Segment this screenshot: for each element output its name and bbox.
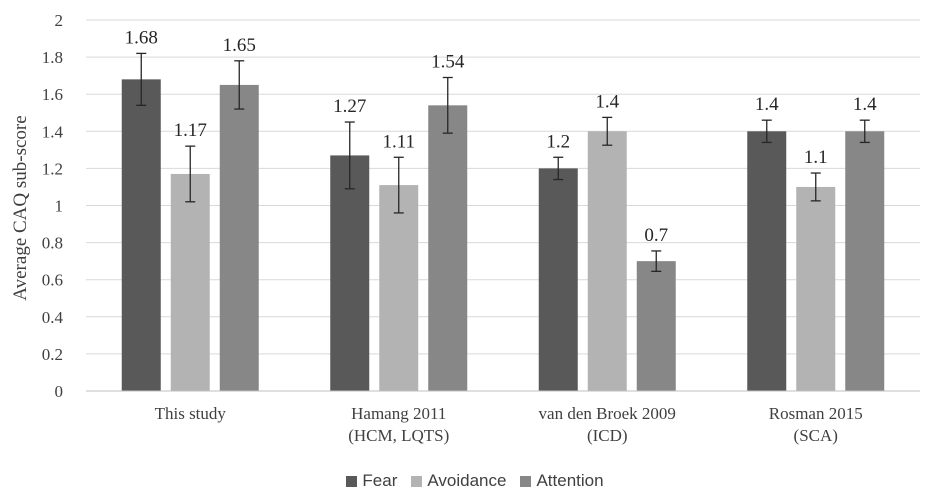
- y-tick-label: 1.2: [42, 159, 63, 178]
- data-label: 1.27: [333, 96, 366, 117]
- x-tick-label: Rosman 2015: [769, 404, 863, 423]
- legend-item-attention: Attention: [520, 471, 604, 491]
- x-tick-label: van den Broek 2009: [539, 404, 676, 423]
- data-label: 1.4: [595, 91, 619, 112]
- chart-canvas: 0 0.2 0.4 0.6 0.8 1 1.2 1.4 1.6 1.8 2 1.68 1.17 1.65…: [10, 11, 920, 445]
- bar-fear: [538, 168, 578, 391]
- legend-swatch-fear: [346, 475, 358, 487]
- bar-attention: [845, 131, 885, 392]
- bar-attention: [636, 261, 676, 391]
- legend-item-fear: Fear: [346, 471, 397, 491]
- bar-attention: [428, 105, 468, 391]
- data-label: 1.4: [755, 94, 779, 115]
- bar-avoidance: [587, 131, 627, 392]
- data-label: 1.68: [125, 27, 158, 48]
- x-tick-label: Hamang 2011: [351, 404, 446, 423]
- bar-fear: [330, 155, 370, 391]
- data-label: 1.54: [431, 52, 465, 73]
- data-label: 1.17: [174, 120, 207, 141]
- y-axis-ticks: 0 0.2 0.4 0.6 0.8 1 1.2 1.4 1.6 1.8 2: [42, 11, 64, 401]
- y-tick-label: 2: [55, 11, 64, 30]
- legend: Fear Avoidance Attention: [0, 470, 950, 492]
- x-tick-label: This study: [155, 404, 227, 423]
- data-label: 1.11: [382, 131, 415, 152]
- legend-label-avoidance: Avoidance: [427, 471, 507, 490]
- x-tick-label: (SCA): [794, 426, 838, 445]
- y-tick-label: 1: [55, 197, 64, 216]
- y-tick-label: 0: [55, 382, 64, 401]
- legend-label-attention: Attention: [536, 471, 604, 490]
- data-label: 1.1: [804, 147, 828, 168]
- data-label: 1.2: [546, 131, 570, 152]
- bar-avoidance: [170, 173, 210, 391]
- data-label: 0.7: [644, 225, 668, 246]
- legend-swatch-avoidance: [411, 475, 423, 487]
- bar-fear: [747, 131, 787, 392]
- x-tick-label: (ICD): [587, 426, 628, 445]
- bar-attention: [219, 84, 259, 392]
- data-label: 1.65: [223, 35, 256, 56]
- error-bars: [136, 52, 870, 273]
- x-tick-label: (HCM, LQTS): [348, 426, 449, 445]
- legend-label-fear: Fear: [362, 471, 398, 490]
- y-tick-label: 0.2: [42, 345, 63, 364]
- y-tick-label: 0.6: [42, 271, 63, 290]
- legend-swatch-attention: [520, 475, 532, 487]
- x-axis-ticks: This study Hamang 2011 (HCM, LQTS) van den …: [155, 404, 863, 445]
- data-label: 1.4: [853, 94, 877, 115]
- bar-avoidance: [796, 186, 836, 391]
- bar-fear: [121, 79, 161, 392]
- y-tick-label: 0.4: [42, 308, 64, 327]
- legend-item-avoidance: Avoidance: [411, 471, 506, 491]
- y-axis-label: Average CAQ sub-score: [10, 115, 31, 300]
- y-tick-label: 1.4: [42, 122, 64, 141]
- y-tick-label: 0.8: [42, 234, 63, 253]
- bar-avoidance: [379, 185, 419, 391]
- gridlines: [86, 19, 920, 355]
- bars: [121, 79, 885, 392]
- y-tick-label: 1.8: [42, 48, 63, 67]
- y-tick-label: 1.6: [42, 85, 63, 104]
- data-labels: 1.68 1.17 1.65 1.27 1.11 1.54 1.2 1.4 0.7 1.4 1.1 1…: [125, 27, 878, 246]
